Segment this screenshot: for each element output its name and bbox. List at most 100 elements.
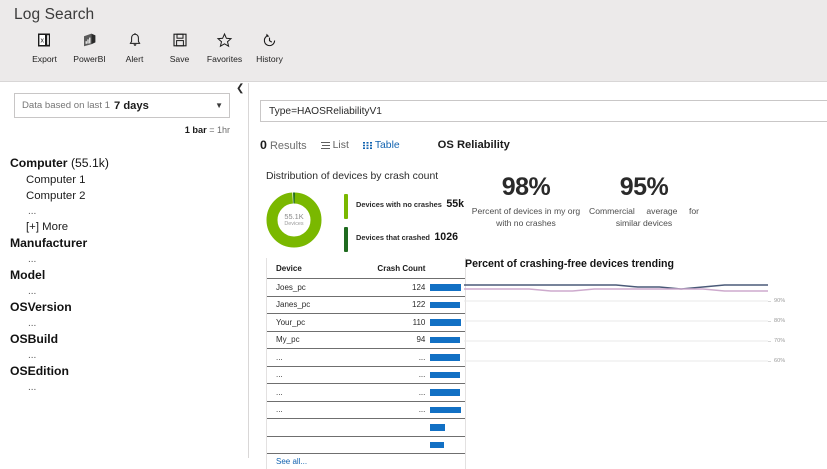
history-button[interactable]: History bbox=[247, 30, 292, 64]
tab-list[interactable]: List bbox=[320, 140, 349, 151]
chevron-left-icon[interactable]: ❮ bbox=[236, 83, 245, 94]
table-row[interactable]: Joes_pc 124 bbox=[267, 278, 465, 296]
favorites-button[interactable]: Favorites bbox=[202, 30, 247, 64]
table-row[interactable] bbox=[267, 435, 465, 454]
cell-crash-count: 122 bbox=[412, 300, 426, 310]
trending-chart-plot bbox=[464, 281, 768, 381]
facet-header-computer-label: Computer bbox=[10, 156, 68, 170]
trending-chart-y-axis: 90% 80% 70% 60% bbox=[768, 281, 826, 381]
column-header-device: Device bbox=[276, 263, 302, 273]
body-area: Data based on last 1 7 days ▼ 1 bar = 1h… bbox=[0, 83, 827, 469]
crash-distribution-card: Distribution of devices by crash count 5… bbox=[266, 171, 464, 260]
facet-ellipsis-model: ... bbox=[28, 286, 37, 297]
cell-crash-count: 110 bbox=[412, 317, 426, 327]
filters-panel: Data based on last 1 7 days ▼ 1 bar = 1h… bbox=[0, 83, 244, 458]
table-row[interactable] bbox=[267, 418, 465, 436]
facet-header-computer-count: (55.1k) bbox=[70, 156, 109, 170]
kpi-row: 98% Percent of devices in my org with no… bbox=[467, 173, 703, 229]
date-range-select[interactable]: Data based on last 1 7 days ▼ bbox=[14, 93, 230, 118]
table-row[interactable]: ...... bbox=[267, 365, 465, 384]
page-title: Log Search bbox=[14, 6, 95, 23]
facet-ellipsis-osversion: ... bbox=[28, 318, 37, 329]
cell-device: ... bbox=[276, 352, 283, 362]
facet-ellipsis-osbuild: ... bbox=[28, 350, 37, 361]
cell-crash-count: ... bbox=[418, 370, 426, 380]
crash-bar bbox=[430, 319, 461, 326]
legend-value-crashed: 1026 bbox=[434, 231, 458, 243]
table-row[interactable]: Your_pc 110 bbox=[267, 313, 465, 331]
crash-bar bbox=[430, 354, 460, 361]
facet-group-model: Model ... bbox=[10, 267, 234, 299]
see-all-link[interactable]: See all... bbox=[276, 457, 308, 466]
cell-device: Joes_pc bbox=[276, 282, 306, 292]
facet-header-manufacturer-label: Manufacturer bbox=[10, 236, 88, 250]
cell-crash-count: 124 bbox=[412, 282, 426, 292]
cell-device: ... bbox=[276, 387, 283, 397]
results-toolbar: 0 Results List bbox=[260, 138, 510, 152]
facet-item-computer-1[interactable]: Computer 1 bbox=[26, 174, 86, 186]
crash-bar bbox=[430, 301, 461, 308]
tab-table-label: Table bbox=[374, 139, 400, 151]
cell-device: ... bbox=[276, 370, 283, 380]
kpi-org-no-crashes-value: 98% bbox=[501, 173, 551, 201]
table-row[interactable]: Janes_pc 122 bbox=[267, 295, 465, 314]
cell-crash-bar bbox=[425, 284, 465, 291]
cell-crash-bar bbox=[425, 371, 465, 378]
search-input[interactable]: Type=HAOSReliabilityV1 bbox=[260, 100, 827, 122]
crash-bar bbox=[430, 389, 461, 396]
trending-chart-title: Percent of crashing-free devices trendin… bbox=[465, 258, 674, 270]
save-button[interactable]: Save bbox=[157, 30, 202, 64]
legend-label-no-crashes: Devices with no crashes bbox=[356, 200, 442, 209]
cell-crash-bar bbox=[425, 406, 465, 413]
tab-table[interactable]: Table bbox=[362, 139, 400, 151]
favorites-button-label: Favorites bbox=[206, 54, 243, 64]
export-button[interactable]: x Export bbox=[22, 30, 67, 64]
history-clock-icon bbox=[261, 30, 278, 50]
facet-more-computer[interactable]: [+] More bbox=[26, 221, 69, 233]
list-view-icon bbox=[320, 141, 330, 150]
facet-ellipsis-osedition: ... bbox=[28, 382, 37, 393]
facet-header-computer[interactable]: Computer (55.1k) bbox=[10, 155, 234, 172]
donut-legend: Devices with no crashes 55k Devices that… bbox=[344, 192, 464, 260]
facet-header-osbuild[interactable]: OSBuild bbox=[10, 331, 234, 348]
facet-group-computer: Computer (55.1k) Computer 1 Computer 2 .… bbox=[10, 155, 234, 235]
panel-divider bbox=[248, 83, 249, 458]
table-footer: See all... bbox=[267, 453, 465, 469]
crash-bar bbox=[430, 406, 462, 413]
facet-group-manufacturer: Manufacturer ... bbox=[10, 235, 234, 267]
facet-group-osbuild: OSBuild ... bbox=[10, 331, 234, 363]
legend-label-crashed: Devices that crashed bbox=[356, 233, 430, 242]
y-axis-tick-label: 60% bbox=[774, 358, 786, 364]
powerbi-button-label: PowerBI bbox=[73, 54, 106, 64]
kpi-org-no-crashes: 98% Percent of devices in my org with no… bbox=[467, 173, 585, 229]
alert-button[interactable]: Alert bbox=[112, 30, 157, 64]
table-header-row: Device Crash Count bbox=[267, 258, 465, 278]
cell-device: ... bbox=[276, 405, 283, 415]
facet-header-osversion[interactable]: OSVersion bbox=[10, 299, 234, 316]
alert-button-label: Alert bbox=[125, 54, 144, 64]
facet-header-osedition[interactable]: OSEdition bbox=[10, 363, 234, 380]
crash-bar bbox=[430, 371, 461, 378]
facet-header-model[interactable]: Model bbox=[10, 267, 234, 284]
cell-crash-bar bbox=[425, 424, 465, 431]
crash-bar bbox=[430, 336, 461, 343]
facet-header-model-label: Model bbox=[10, 268, 46, 282]
table-row[interactable]: ...... bbox=[267, 400, 465, 419]
crash-bar bbox=[430, 424, 446, 431]
powerbi-button[interactable]: PowerBI bbox=[67, 30, 112, 64]
powerbi-icon bbox=[82, 30, 98, 50]
results-panel: Type=HAOSReliabilityV1 0 Results List bbox=[249, 83, 827, 469]
table-body: Joes_pc 124 Janes_pc 122 Your_pc 110 My_pc 94..… bbox=[267, 278, 465, 453]
app-header: Log Search x Export bbox=[0, 0, 827, 82]
table-row[interactable]: ...... bbox=[267, 348, 465, 366]
cell-device: Your_pc bbox=[276, 317, 306, 327]
kpi-org-no-crashes-caption: Percent of devices in my org with no cra… bbox=[471, 206, 581, 228]
bell-icon bbox=[127, 30, 143, 50]
facet-item-computer-2[interactable]: Computer 2 bbox=[26, 190, 86, 202]
export-excel-icon: x bbox=[37, 30, 53, 50]
table-row[interactable]: ...... bbox=[267, 383, 465, 401]
table-row[interactable]: My_pc 94 bbox=[267, 330, 465, 349]
kpi-commercial-average-value: 95% bbox=[619, 173, 669, 201]
facet-header-manufacturer[interactable]: Manufacturer bbox=[10, 235, 234, 252]
results-count-value: 0 bbox=[260, 138, 267, 152]
